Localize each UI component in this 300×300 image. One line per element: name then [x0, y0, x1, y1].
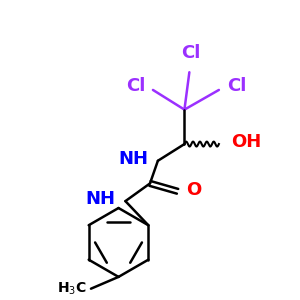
Text: Cl: Cl [227, 77, 246, 95]
Text: H$_3$C: H$_3$C [57, 280, 87, 297]
Text: NH: NH [118, 150, 148, 168]
Text: Cl: Cl [181, 44, 200, 62]
Text: NH: NH [85, 190, 116, 208]
Text: OH: OH [231, 133, 261, 151]
Text: Cl: Cl [126, 77, 145, 95]
Text: O: O [186, 181, 202, 199]
